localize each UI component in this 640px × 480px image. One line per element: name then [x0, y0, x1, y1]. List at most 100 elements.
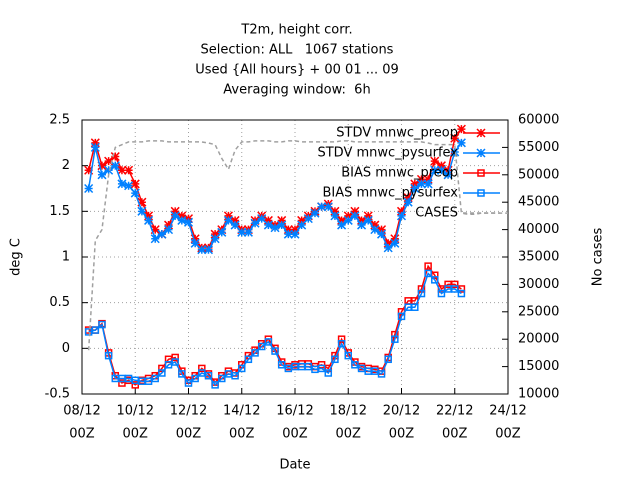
point-marker: [451, 280, 459, 289]
x-tick-label: 00Z: [229, 427, 255, 442]
title-line: Averaging window: 6h: [223, 83, 370, 98]
point-marker: [363, 211, 373, 221]
point-marker: [84, 183, 94, 194]
point-marker: [203, 245, 213, 255]
point-marker: [283, 229, 293, 239]
y2-tick-label: 45000: [518, 195, 559, 210]
x-tick-label: 20/12: [383, 404, 420, 419]
point-marker: [110, 161, 120, 171]
point-marker: [137, 206, 147, 216]
point-marker: [450, 133, 460, 143]
point-marker: [396, 206, 407, 216]
x-tick-label: 00Z: [123, 427, 149, 442]
x-tick-label: 00Z: [336, 427, 362, 442]
point-marker: [337, 340, 346, 348]
point-marker: [297, 220, 307, 230]
point-marker: [250, 218, 260, 228]
point-marker: [124, 181, 134, 191]
point-marker: [297, 215, 307, 225]
point-marker: [263, 215, 273, 225]
point-marker: [263, 220, 273, 230]
point-marker: [423, 174, 433, 184]
point-marker: [337, 220, 347, 230]
legend-label: BIAS mnwc_preop: [341, 166, 458, 181]
y2-tick-label: 50000: [518, 167, 559, 182]
point-marker: [337, 215, 347, 225]
point-marker: [191, 374, 199, 383]
point-marker: [436, 161, 446, 171]
y2-tick-label: 10000: [518, 387, 559, 402]
y-tick-label: 1: [62, 250, 70, 265]
point-marker: [170, 211, 180, 221]
point-marker: [210, 234, 220, 244]
y-tick-label: 0: [62, 341, 70, 356]
title-line: Selection: ALL 1067 stations: [201, 43, 394, 58]
point-marker: [416, 174, 426, 184]
point-marker: [158, 369, 166, 377]
point-marker: [104, 156, 114, 166]
point-marker: [324, 369, 333, 377]
point-marker: [477, 169, 485, 177]
point-marker: [437, 289, 446, 298]
y2-tick-label: 40000: [518, 222, 559, 237]
point-marker: [390, 234, 400, 244]
point-marker: [271, 347, 279, 355]
point-marker: [231, 371, 239, 380]
point-marker: [190, 234, 200, 244]
point-marker: [137, 197, 147, 207]
x-tick-label: 00Z: [442, 427, 468, 442]
point-marker: [410, 179, 420, 189]
point-marker: [476, 148, 486, 158]
point-marker: [403, 193, 413, 203]
y-tick-label: 1.5: [49, 204, 70, 219]
point-marker: [456, 124, 466, 134]
x-tick-label: 18/12: [330, 404, 367, 419]
point-marker: [90, 142, 100, 152]
x-tick-label: 08/12: [63, 404, 100, 419]
point-marker: [377, 229, 387, 239]
point-marker: [443, 170, 453, 180]
y2-axis-label: No cases: [591, 228, 606, 287]
point-marker: [130, 188, 140, 198]
point-marker: [436, 165, 446, 175]
point-marker: [476, 128, 486, 138]
point-marker: [443, 165, 453, 175]
point-marker: [431, 276, 439, 284]
point-marker: [98, 320, 106, 329]
y-tick-label: 2.5: [49, 113, 70, 128]
x-axis-label: Date: [279, 458, 310, 473]
point-marker: [383, 243, 393, 253]
legend-label: STDV mnwc_preop: [336, 126, 458, 141]
point-marker: [424, 269, 432, 278]
point-marker: [184, 379, 193, 387]
point-marker: [456, 138, 466, 148]
point-marker: [238, 364, 246, 373]
point-marker: [230, 220, 240, 230]
point-marker: [283, 225, 293, 235]
point-marker: [110, 152, 120, 162]
point-marker: [257, 214, 267, 224]
point-marker: [178, 370, 186, 378]
point-marker: [416, 179, 426, 189]
point-marker: [251, 349, 259, 357]
point-marker: [457, 289, 466, 298]
point-marker: [190, 238, 200, 248]
point-marker: [164, 220, 174, 230]
point-marker: [211, 381, 219, 389]
x-tick-label: 00Z: [282, 427, 308, 442]
legend-label: BIAS mnwc_pysurfex: [322, 186, 458, 201]
title-line: T2m, height corr.: [240, 23, 352, 38]
legend-label: CASES: [415, 206, 458, 221]
point-marker: [317, 202, 327, 212]
y-axis-label: deg C: [9, 238, 24, 276]
point-marker: [150, 234, 160, 244]
point-marker: [243, 227, 253, 237]
point-marker: [430, 156, 440, 166]
series-line: [87, 140, 508, 351]
point-marker: [357, 215, 367, 225]
point-marker: [244, 355, 253, 364]
x-tick-label: 00Z: [176, 427, 202, 442]
point-marker: [343, 215, 353, 225]
point-marker: [157, 229, 167, 239]
